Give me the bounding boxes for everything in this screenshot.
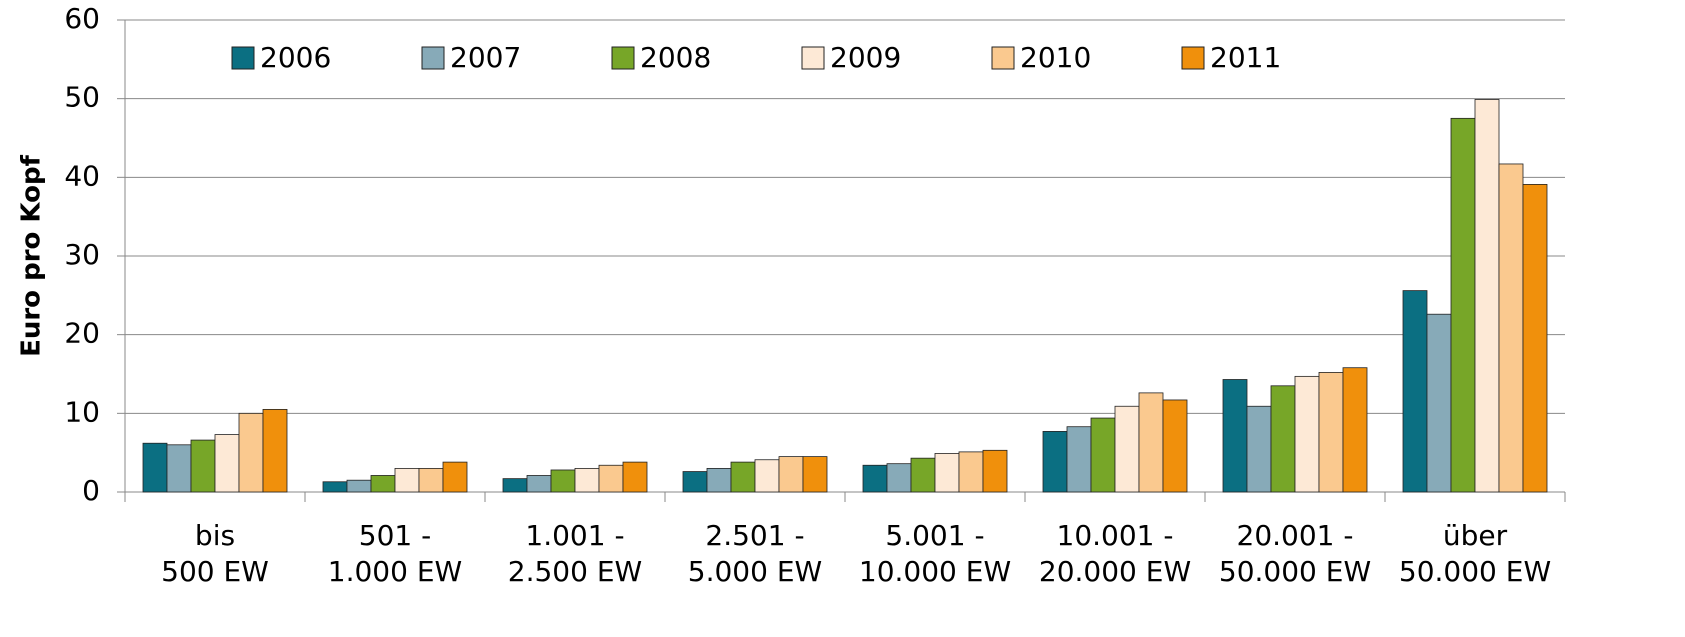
- legend-label: 2011: [1210, 41, 1281, 74]
- bar: [1090, 417, 1116, 493]
- y-tick-label: 40: [64, 159, 100, 192]
- bar: [910, 457, 936, 493]
- x-tick-label: 501 - 1.000 EW: [327, 519, 463, 588]
- legend-label: 2008: [640, 41, 711, 74]
- x-tick-label: 20.001 - 50.000 EW: [1218, 519, 1372, 588]
- legend-label: 2009: [830, 41, 901, 74]
- bar: [682, 471, 708, 493]
- bar: [214, 434, 240, 493]
- legend-swatch: [991, 46, 1015, 70]
- x-tick-label: über 50.000 EW: [1398, 519, 1552, 588]
- bar: [730, 461, 756, 493]
- bar: [1138, 392, 1164, 493]
- bar: [1246, 405, 1272, 493]
- bar: [802, 456, 828, 493]
- y-tick-label: 50: [64, 81, 100, 114]
- bar: [346, 479, 372, 493]
- bar: [706, 467, 732, 493]
- bar: [958, 451, 984, 493]
- bar: [934, 453, 960, 493]
- y-tick-label: 10: [64, 395, 100, 428]
- bar: [886, 463, 912, 493]
- bar: [238, 412, 264, 493]
- bar: [622, 461, 648, 493]
- legend-swatch: [1181, 46, 1205, 70]
- bar: [394, 467, 420, 493]
- bar: [1222, 379, 1248, 493]
- bar: [442, 461, 468, 493]
- x-tick-label: bis 500 EW: [161, 519, 269, 588]
- legend-label: 2010: [1020, 41, 1091, 74]
- x-tick-label: 1.001 - 2.500 EW: [507, 519, 643, 588]
- bar: [1498, 163, 1524, 493]
- bar: [1270, 385, 1296, 493]
- x-tick-label: 5.001 - 10.000 EW: [858, 519, 1012, 588]
- bar: [550, 469, 576, 493]
- bar: [142, 442, 168, 493]
- y-tick-label: 30: [64, 238, 100, 271]
- y-tick-label: 20: [64, 317, 100, 350]
- legend-swatch: [231, 46, 255, 70]
- y-tick-label: 0: [82, 474, 100, 507]
- bar: [502, 478, 528, 493]
- y-tick-label: 60: [64, 2, 100, 35]
- bar: [1114, 405, 1140, 493]
- bar: [1162, 399, 1188, 493]
- bar: [166, 444, 192, 493]
- bar: [322, 481, 348, 493]
- bar: [1066, 426, 1092, 493]
- bar: [1426, 313, 1452, 493]
- legend-label: 2006: [260, 41, 331, 74]
- bar: [526, 475, 552, 493]
- bar: [754, 459, 780, 493]
- y-axis-label: Euro pro Kopf: [17, 154, 47, 357]
- bar: [262, 408, 288, 493]
- bar: [1318, 372, 1344, 493]
- bar: [1402, 290, 1428, 493]
- bar: [574, 467, 600, 493]
- bar: [370, 475, 396, 493]
- bar: [1522, 184, 1548, 493]
- bar: [982, 449, 1008, 493]
- bar: [1342, 367, 1368, 493]
- bar: [862, 464, 888, 493]
- bar: [1474, 99, 1500, 493]
- bar: [778, 456, 804, 493]
- x-tick-label: 2.501 - 5.000 EW: [687, 519, 823, 588]
- bar: [418, 467, 444, 493]
- legend-swatch: [611, 46, 635, 70]
- bar: [1042, 431, 1068, 493]
- bar: [190, 439, 216, 493]
- legend-swatch: [801, 46, 825, 70]
- legend-label: 2007: [450, 41, 521, 74]
- bar: [598, 464, 624, 493]
- x-tick-label: 10.001 - 20.000 EW: [1038, 519, 1192, 588]
- bar: [1450, 117, 1476, 493]
- legend-swatch: [421, 46, 445, 70]
- bar: [1294, 375, 1320, 493]
